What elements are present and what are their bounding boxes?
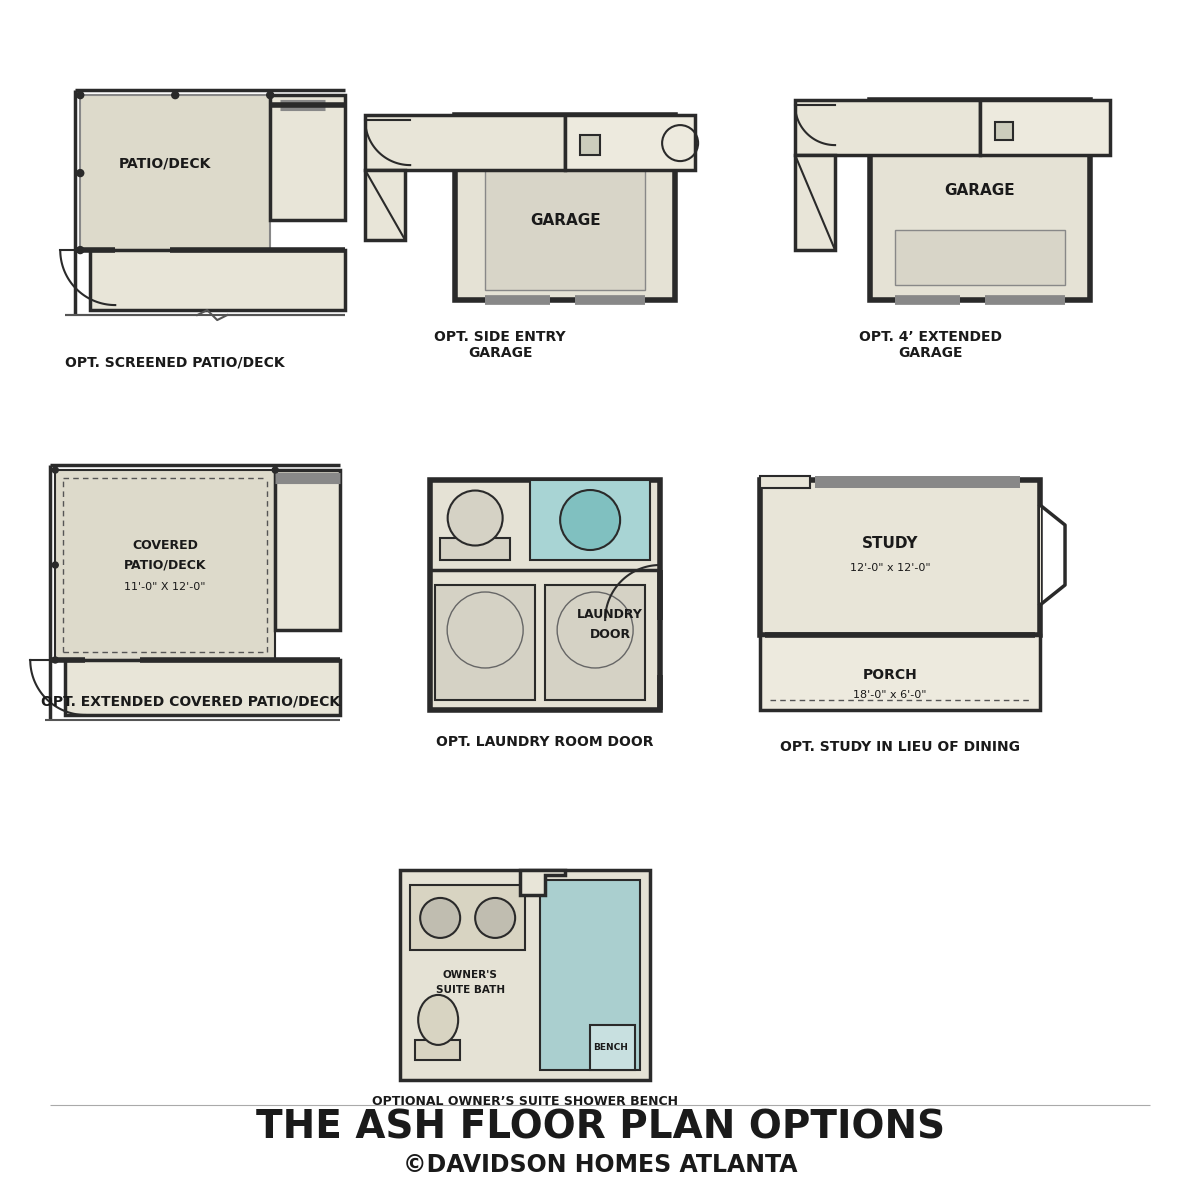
Bar: [275, 470, 340, 630]
Bar: [870, 100, 1090, 300]
Bar: [80, 95, 270, 250]
Bar: [485, 166, 646, 290]
Text: 11'-0" X 12'-0": 11'-0" X 12'-0": [125, 582, 206, 592]
Bar: [540, 880, 640, 1070]
Bar: [796, 100, 980, 155]
Bar: [530, 480, 650, 560]
Circle shape: [172, 91, 179, 98]
Text: THE ASH FLOOR PLAN OPTIONS: THE ASH FLOOR PLAN OPTIONS: [256, 1109, 944, 1147]
Circle shape: [77, 246, 84, 253]
Text: ©DAVIDSON HOMES ATLANTA: ©DAVIDSON HOMES ATLANTA: [403, 1153, 797, 1177]
Text: OPT. EXTENDED COVERED PATIO/DECK: OPT. EXTENDED COVERED PATIO/DECK: [41, 695, 340, 709]
Bar: [55, 470, 275, 660]
Text: OPT. STUDY IN LIEU OF DINING: OPT. STUDY IN LIEU OF DINING: [780, 740, 1020, 754]
Circle shape: [266, 91, 274, 98]
Text: 12'-0" x 12'-0": 12'-0" x 12'-0": [850, 563, 930, 574]
Bar: [545, 586, 646, 700]
Bar: [436, 586, 535, 700]
Circle shape: [53, 656, 59, 662]
Bar: [365, 115, 565, 170]
Circle shape: [53, 562, 59, 568]
Bar: [455, 115, 676, 300]
Ellipse shape: [418, 995, 458, 1045]
Text: OPT. 4’ EXTENDED
GARAGE: OPT. 4’ EXTENDED GARAGE: [858, 330, 1002, 360]
Bar: [796, 155, 835, 250]
Text: 18'-0" x 6'-0": 18'-0" x 6'-0": [853, 690, 926, 700]
Text: OPT. SCREENED PATIO/DECK: OPT. SCREENED PATIO/DECK: [66, 355, 286, 370]
Text: OPTIONAL OWNER’S SUITE SHOWER BENCH: OPTIONAL OWNER’S SUITE SHOWER BENCH: [372, 1094, 678, 1108]
Bar: [815, 476, 1020, 488]
Circle shape: [77, 91, 84, 98]
Bar: [760, 476, 810, 488]
Bar: [430, 480, 660, 710]
Circle shape: [560, 490, 620, 550]
Bar: [90, 250, 346, 310]
Bar: [995, 122, 1013, 140]
Text: PORCH: PORCH: [863, 668, 918, 682]
Text: STUDY: STUDY: [862, 535, 918, 551]
Bar: [410, 884, 526, 950]
Circle shape: [77, 169, 84, 176]
Bar: [400, 870, 650, 1080]
Polygon shape: [520, 870, 565, 895]
Bar: [565, 115, 695, 170]
Bar: [65, 660, 340, 715]
Text: OPT. LAUNDRY ROOM DOOR: OPT. LAUNDRY ROOM DOOR: [437, 734, 654, 749]
Bar: [440, 538, 510, 560]
Text: OPT. SIDE ENTRY
GARAGE: OPT. SIDE ENTRY GARAGE: [434, 330, 566, 360]
Bar: [760, 635, 1040, 710]
Ellipse shape: [448, 491, 503, 546]
Text: GARAGE: GARAGE: [944, 182, 1015, 198]
Text: OWNER'S: OWNER'S: [443, 970, 498, 980]
Bar: [415, 1040, 460, 1060]
Circle shape: [53, 467, 59, 473]
Text: SUITE BATH: SUITE BATH: [436, 985, 505, 995]
Text: LAUNDRY: LAUNDRY: [577, 608, 643, 622]
Text: PATIO/DECK: PATIO/DECK: [124, 558, 206, 571]
Bar: [760, 480, 1040, 635]
Bar: [980, 100, 1110, 155]
Bar: [580, 136, 600, 155]
Text: GARAGE: GARAGE: [530, 212, 600, 228]
Bar: [270, 95, 346, 220]
Text: DOOR: DOOR: [589, 629, 631, 642]
Bar: [895, 230, 1066, 286]
Bar: [365, 170, 406, 240]
Text: COVERED: COVERED: [132, 539, 198, 552]
Circle shape: [272, 467, 278, 473]
Bar: [590, 1025, 635, 1070]
Text: PATIO/DECK: PATIO/DECK: [119, 156, 211, 170]
Circle shape: [420, 898, 460, 938]
Text: BENCH: BENCH: [593, 1044, 628, 1052]
Circle shape: [475, 898, 515, 938]
